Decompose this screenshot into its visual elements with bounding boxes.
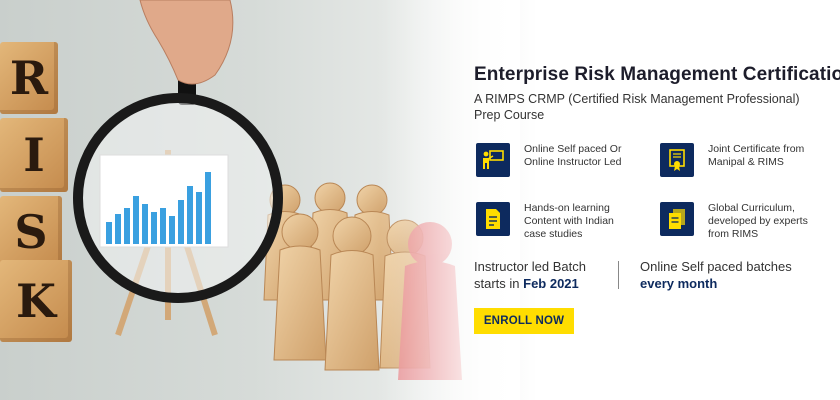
figure — [273, 213, 327, 361]
document-icon — [476, 202, 510, 236]
risk-block-r: R — [0, 42, 58, 114]
certificate-icon — [660, 143, 694, 177]
batch-prefix: starts in — [474, 276, 524, 291]
batch-frequency: every month — [640, 276, 718, 291]
block-letter: R — [9, 51, 49, 105]
risk-block-s: S — [0, 196, 62, 268]
hand — [139, 0, 234, 85]
self-paced-batch-info: Online Self paced batches every month — [640, 258, 792, 292]
feature-text: Hands-on learning Content with Indian ca… — [524, 202, 614, 241]
feature-global-curriculum: Global Curriculum, developed by experts … — [660, 202, 808, 241]
block-letter: I — [23, 128, 45, 182]
figure — [324, 216, 380, 371]
feature-line: Hands-on learning — [524, 202, 610, 214]
enroll-now-button[interactable]: ENROLL NOW — [474, 308, 574, 334]
feature-line: Content with Indian — [524, 215, 614, 227]
board-bar-chart — [106, 172, 211, 244]
feature-line: Manipal & RIMS — [708, 156, 784, 168]
risk-block-i: I — [0, 118, 68, 192]
feature-line: Online Instructor Led — [524, 156, 622, 168]
feature-line: Global Curriculum, — [708, 202, 795, 214]
presenter-board-icon — [476, 143, 510, 177]
feature-line: Joint Certificate from — [708, 143, 805, 155]
course-info: Enterprise Risk Management Certification… — [474, 0, 840, 400]
feature-text: Online Self paced Or Online Instructor L… — [524, 143, 621, 169]
page-subtitle: A RIMPS CRMP (Certified Risk Management … — [474, 91, 824, 123]
risk-illustration: R I S K — [0, 0, 520, 400]
feature-line: Online Self paced Or — [524, 143, 622, 155]
feature-line: from RIMS — [708, 228, 759, 240]
feature-line: developed by experts — [708, 215, 808, 227]
documents-icon — [660, 202, 694, 236]
subtitle-line: A RIMPS CRMP (Certified Risk Management … — [474, 92, 800, 106]
page-title: Enterprise Risk Management Certification — [474, 64, 840, 85]
batch-line: Online Self paced batches — [640, 259, 792, 274]
feature-joint-certificate: Joint Certificate from Manipal & RIMS — [660, 143, 804, 177]
divider — [618, 261, 619, 289]
feature-delivery-mode: Online Self paced Or Online Instructor L… — [476, 143, 621, 177]
batch-start-date: Feb 2021 — [523, 276, 579, 291]
batch-line: every month — [640, 275, 792, 292]
batch-line: Instructor led Batch — [474, 259, 586, 274]
block-letter: K — [16, 274, 56, 328]
risk-block-k: K — [0, 260, 72, 342]
feature-text: Global Curriculum, developed by experts … — [708, 202, 808, 241]
block-letter: S — [14, 205, 48, 259]
batch-line: starts in Feb 2021 — [474, 275, 586, 292]
feature-line: case studies — [524, 228, 583, 240]
feature-text: Joint Certificate from Manipal & RIMS — [708, 143, 804, 169]
subtitle-line: Prep Course — [474, 108, 545, 122]
feature-hands-on-learning: Hands-on learning Content with Indian ca… — [476, 202, 614, 241]
instructor-batch-info: Instructor led Batch starts in Feb 2021 — [474, 258, 586, 292]
